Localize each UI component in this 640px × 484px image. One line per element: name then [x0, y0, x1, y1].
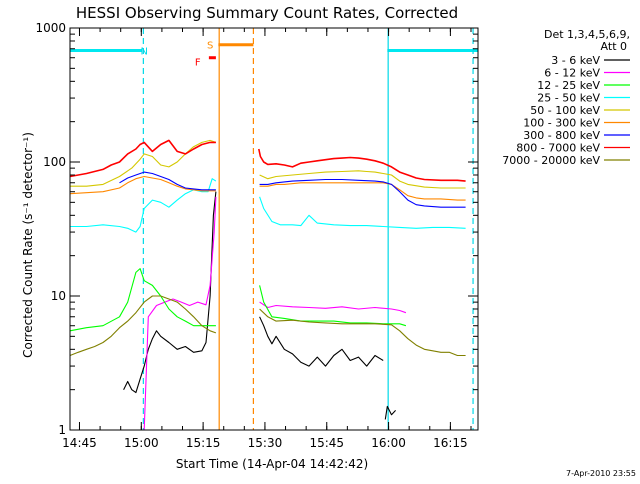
- series-line-4-seg-1: [70, 178, 217, 233]
- series-line-3-seg-2: [259, 285, 407, 327]
- x-tick-label: 15:00: [124, 436, 159, 450]
- x-tick-label: 16:00: [371, 436, 406, 450]
- legend-label-1: 3 - 6 keV: [551, 54, 600, 67]
- series-lines: [69, 139, 466, 431]
- legend-label-3: 12 - 25 keV: [537, 79, 600, 92]
- chart-title: HESSI Observing Summary Count Rates, Cor…: [76, 4, 458, 22]
- series-line-9-seg-1: [69, 295, 217, 357]
- annotation-f: F: [195, 58, 201, 69]
- series-line-1-seg-2: [259, 316, 384, 367]
- series-line-1-seg-3: [384, 405, 396, 420]
- series-line-3-seg-1: [69, 268, 216, 332]
- annotations: N SF: [140, 41, 213, 69]
- x-tick-label: 16:15: [433, 436, 468, 450]
- annotation-s: S: [207, 41, 213, 52]
- series-line-6-seg-2: [259, 182, 466, 201]
- series-line-8-seg-2: [258, 148, 466, 182]
- legend-label-7: 300 - 800 keV: [523, 129, 600, 142]
- y-tick-label: 100: [43, 155, 66, 169]
- legend-label-8: 800 - 7000 keV: [516, 142, 600, 155]
- axes: 14:45 15:00 15:15 15:30 15:45 16:00 16:15 1 10 10…: [35, 21, 478, 450]
- annotation-n: N: [140, 46, 147, 57]
- legend-label-6: 100 - 300 keV: [523, 117, 600, 130]
- series-line-5-seg-2: [259, 170, 466, 189]
- series-line-7-seg-1: [119, 171, 216, 191]
- x-tick-label: 15:15: [186, 436, 221, 450]
- plot-frame: [69, 27, 479, 431]
- series-line-1-seg-1: [123, 191, 217, 394]
- y-tick-label: 10: [51, 289, 66, 303]
- legend-header-line-2: Att 0: [601, 40, 627, 53]
- series-line-7-seg-2: [259, 178, 466, 208]
- series-line-2-seg-2: [259, 301, 407, 314]
- x-tick-label: 15:30: [248, 436, 283, 450]
- legend-label-2: 6 - 12 keV: [544, 67, 600, 80]
- series-line-6-seg-1: [69, 175, 216, 195]
- legend-label-4: 25 - 50 keV: [537, 92, 600, 105]
- legend-label-5: 50 - 100 keV: [530, 104, 600, 117]
- series-line-5-seg-1: [70, 139, 217, 187]
- x-tick-label: 15:45: [309, 436, 344, 450]
- series-line-8-seg-1: [69, 139, 216, 178]
- x-axis-label: Start Time (14-Apr-04 14:42:42): [176, 457, 368, 471]
- y-axis-label: Corrected Count Rate (s⁻¹ detector⁻¹): [21, 132, 35, 358]
- legend-label-9: 7000 - 20000 keV: [502, 154, 600, 167]
- series-line-4-seg-2: [259, 196, 466, 229]
- y-tick-label: 1: [58, 423, 66, 437]
- y-tick-label: 1000: [35, 21, 66, 35]
- x-tick-label: 14:45: [62, 436, 97, 450]
- footer-timestamp: 7-Apr-2010 23:55: [566, 469, 636, 478]
- series-line-9-seg-2: [259, 308, 466, 357]
- flag-and-event-lines: [70, 28, 478, 430]
- legend-header-line-1: Det 1,3,4,5,6,9,: [544, 28, 630, 41]
